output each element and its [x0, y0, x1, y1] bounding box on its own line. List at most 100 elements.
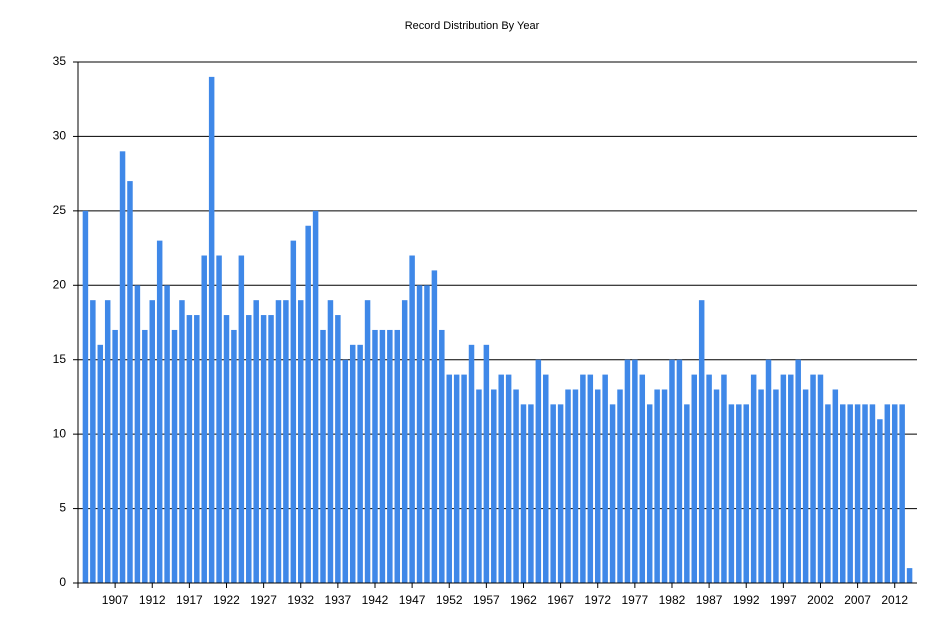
bar — [847, 404, 853, 583]
y-tick-label: 25 — [53, 203, 67, 217]
bar — [602, 374, 608, 583]
x-tick-label: 1952 — [436, 593, 463, 607]
bar — [758, 389, 764, 583]
x-tick-label: 1957 — [473, 593, 500, 607]
bar — [698, 300, 705, 583]
x-tick-label: 1917 — [176, 593, 203, 607]
bar — [253, 300, 259, 583]
bar — [684, 404, 690, 583]
bar — [706, 374, 712, 583]
bar — [505, 374, 512, 583]
bar — [468, 344, 475, 583]
bar — [765, 359, 772, 583]
x-tick-label: 2007 — [844, 593, 871, 607]
x-tick-label: 1922 — [213, 593, 240, 607]
bar — [439, 329, 445, 583]
bar — [431, 270, 438, 583]
bar — [379, 329, 386, 583]
bar — [817, 374, 824, 583]
bar — [335, 315, 341, 583]
bar — [869, 404, 876, 583]
bar — [491, 389, 497, 583]
x-tick-label: 1997 — [770, 593, 797, 607]
bar — [164, 285, 170, 583]
bar — [676, 359, 683, 583]
bar — [201, 255, 207, 583]
bar — [654, 389, 660, 583]
bar — [149, 300, 155, 583]
bar — [773, 389, 779, 583]
bar — [587, 374, 594, 583]
bar — [528, 404, 534, 583]
bar — [825, 404, 831, 583]
bar — [246, 315, 252, 583]
bar — [624, 359, 631, 583]
bar — [179, 300, 185, 583]
bar — [364, 300, 371, 583]
bar — [446, 374, 452, 583]
bar — [572, 389, 579, 583]
y-tick-label: 0 — [59, 575, 66, 589]
bar — [112, 329, 118, 583]
bar — [223, 315, 230, 583]
bar — [691, 374, 698, 583]
bar — [743, 404, 749, 583]
bar — [713, 389, 720, 583]
bar — [580, 374, 586, 583]
x-tick-label: 1942 — [362, 593, 389, 607]
bar — [520, 404, 527, 583]
bar — [594, 389, 601, 583]
bar — [476, 389, 482, 583]
bar — [639, 374, 646, 583]
bar — [832, 389, 839, 583]
bar — [134, 285, 141, 583]
bar — [802, 389, 809, 583]
bar — [171, 329, 178, 583]
bar — [297, 300, 304, 583]
bar — [372, 329, 378, 583]
bar — [142, 329, 148, 583]
bar — [483, 344, 490, 583]
bar — [208, 76, 215, 583]
bar — [156, 240, 163, 583]
x-tick-label: 1927 — [250, 593, 277, 607]
bar — [283, 300, 289, 583]
y-tick-label: 5 — [59, 501, 66, 515]
bar — [238, 255, 245, 583]
bar — [557, 404, 564, 583]
bar — [216, 255, 222, 583]
y-tick-label: 20 — [53, 277, 67, 291]
bar — [877, 419, 883, 583]
bar — [661, 389, 668, 583]
x-tick-label: 1967 — [547, 593, 574, 607]
bar — [320, 329, 326, 583]
bar — [312, 210, 319, 583]
bar — [82, 210, 89, 583]
bar — [260, 315, 267, 583]
bar — [736, 404, 742, 583]
bar — [349, 344, 356, 583]
bar — [416, 285, 423, 583]
bar — [409, 255, 415, 583]
bar — [290, 240, 297, 583]
chart-title: Record Distribution By Year — [405, 20, 540, 32]
bar — [891, 404, 898, 583]
bar — [90, 300, 96, 583]
bar — [461, 374, 467, 583]
bar — [550, 404, 556, 583]
bar — [342, 359, 349, 583]
bar — [810, 374, 816, 583]
y-tick-label: 15 — [53, 352, 67, 366]
bar — [862, 404, 868, 583]
x-tick-label: 1972 — [584, 593, 611, 607]
x-tick-label: 1977 — [622, 593, 649, 607]
bar — [305, 225, 311, 583]
bar — [669, 359, 675, 583]
x-tick-label: 2012 — [881, 593, 908, 607]
bar — [788, 374, 794, 583]
bar — [728, 404, 735, 583]
bar — [97, 344, 104, 583]
bar — [795, 359, 801, 583]
bar — [899, 404, 905, 583]
x-tick-label: 1912 — [139, 593, 166, 607]
